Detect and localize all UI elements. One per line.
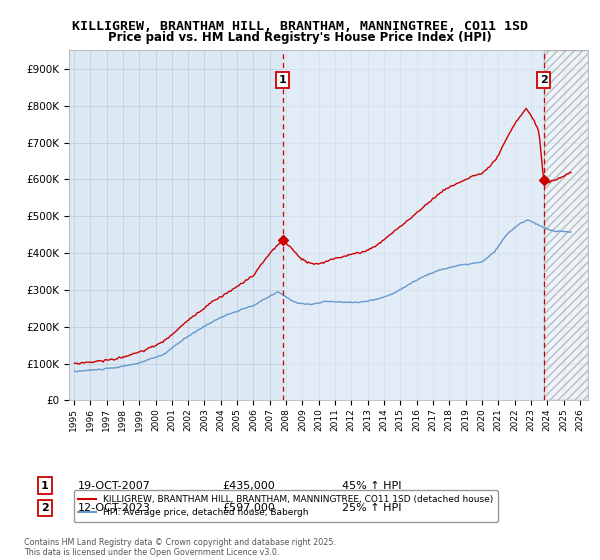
Text: 2: 2 <box>41 503 49 513</box>
Bar <box>544 50 588 400</box>
Bar <box>544 50 588 400</box>
Text: 1: 1 <box>279 75 287 85</box>
Bar <box>283 50 544 400</box>
Text: 45% ↑ HPI: 45% ↑ HPI <box>342 480 401 491</box>
Text: 19-OCT-2007: 19-OCT-2007 <box>78 480 151 491</box>
Text: 12-OCT-2023: 12-OCT-2023 <box>78 503 151 513</box>
Text: 25% ↑ HPI: 25% ↑ HPI <box>342 503 401 513</box>
Legend: KILLIGREW, BRANTHAM HILL, BRANTHAM, MANNINGTREE, CO11 1SD (detached house), HPI:: KILLIGREW, BRANTHAM HILL, BRANTHAM, MANN… <box>74 491 498 522</box>
Text: 2: 2 <box>540 75 547 85</box>
Text: £435,000: £435,000 <box>222 480 275 491</box>
Text: KILLIGREW, BRANTHAM HILL, BRANTHAM, MANNINGTREE, CO11 1SD: KILLIGREW, BRANTHAM HILL, BRANTHAM, MANN… <box>72 20 528 32</box>
Text: £597,000: £597,000 <box>222 503 275 513</box>
Text: Price paid vs. HM Land Registry's House Price Index (HPI): Price paid vs. HM Land Registry's House … <box>108 31 492 44</box>
Text: 1: 1 <box>41 480 49 491</box>
Text: Contains HM Land Registry data © Crown copyright and database right 2025.
This d: Contains HM Land Registry data © Crown c… <box>24 538 336 557</box>
